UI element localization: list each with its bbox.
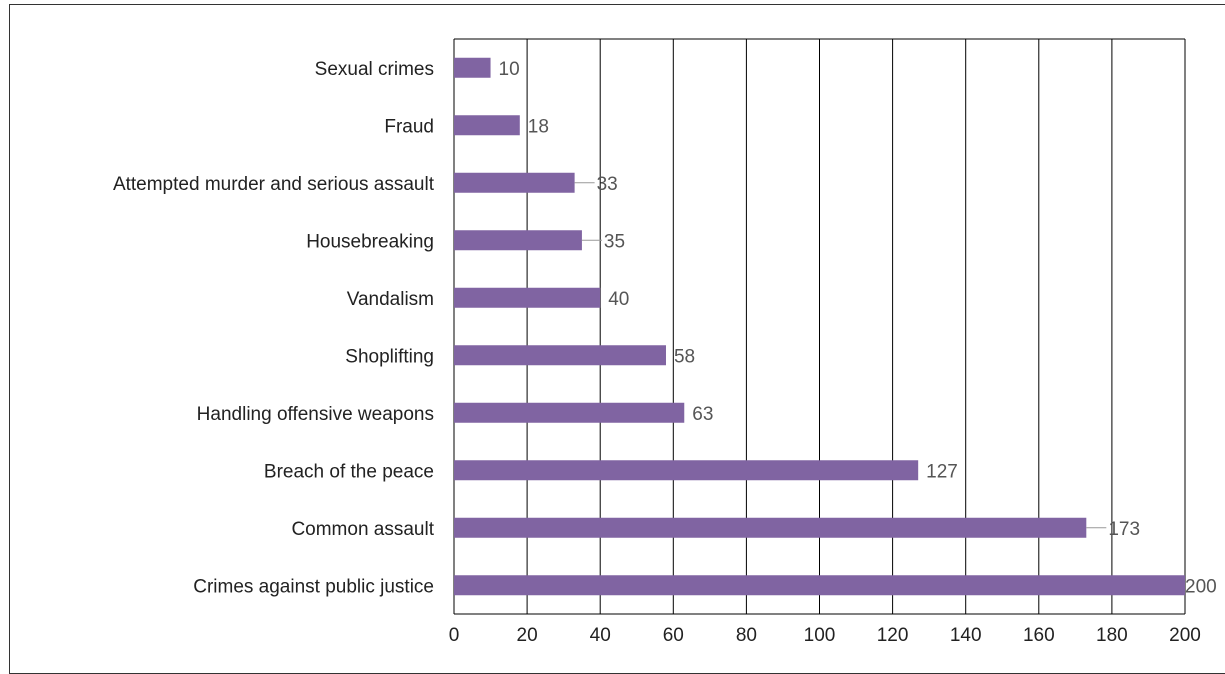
data-label: 173 xyxy=(1108,519,1140,540)
x-tick-label: 180 xyxy=(1096,625,1128,646)
bar xyxy=(454,115,520,136)
bar xyxy=(454,287,601,308)
x-tick-label: 80 xyxy=(736,625,757,646)
category-label: Housebreaking xyxy=(306,231,434,252)
data-label: 18 xyxy=(528,116,549,137)
category-label: Common assault xyxy=(291,519,434,540)
category-label: Crimes against public justice xyxy=(193,576,434,597)
x-tick-label: 60 xyxy=(663,625,684,646)
data-label: 127 xyxy=(926,461,958,482)
bar xyxy=(454,230,582,251)
bar xyxy=(454,345,666,366)
bar xyxy=(454,517,1087,538)
bar xyxy=(454,57,491,78)
x-tick-label: 120 xyxy=(877,625,909,646)
x-tick-label: 140 xyxy=(950,625,982,646)
data-label: 63 xyxy=(692,404,713,425)
data-label: 33 xyxy=(597,174,618,195)
data-label: 10 xyxy=(499,59,520,80)
x-tick-label: 40 xyxy=(590,625,611,646)
data-label: 200 xyxy=(1185,576,1217,597)
category-label: Handling offensive weapons xyxy=(197,404,434,425)
category-label: Attempted murder and serious assault xyxy=(113,174,435,195)
bar xyxy=(454,172,575,193)
category-label: Sexual crimes xyxy=(315,59,434,80)
data-label: 35 xyxy=(604,231,625,252)
bar xyxy=(454,402,685,423)
category-label: Breach of the peace xyxy=(264,461,434,482)
x-tick-label: 100 xyxy=(804,625,836,646)
bar xyxy=(454,460,919,481)
x-tick-label: 0 xyxy=(449,625,460,646)
category-label: Fraud xyxy=(384,116,434,137)
x-tick-label: 20 xyxy=(517,625,538,646)
x-tick-label: 200 xyxy=(1169,625,1201,646)
bar xyxy=(454,575,1185,596)
category-label: Shoplifting xyxy=(345,346,434,367)
category-label: Vandalism xyxy=(347,289,434,310)
data-label: 58 xyxy=(674,346,695,367)
x-tick-label: 160 xyxy=(1023,625,1055,646)
data-label: 40 xyxy=(608,289,629,310)
